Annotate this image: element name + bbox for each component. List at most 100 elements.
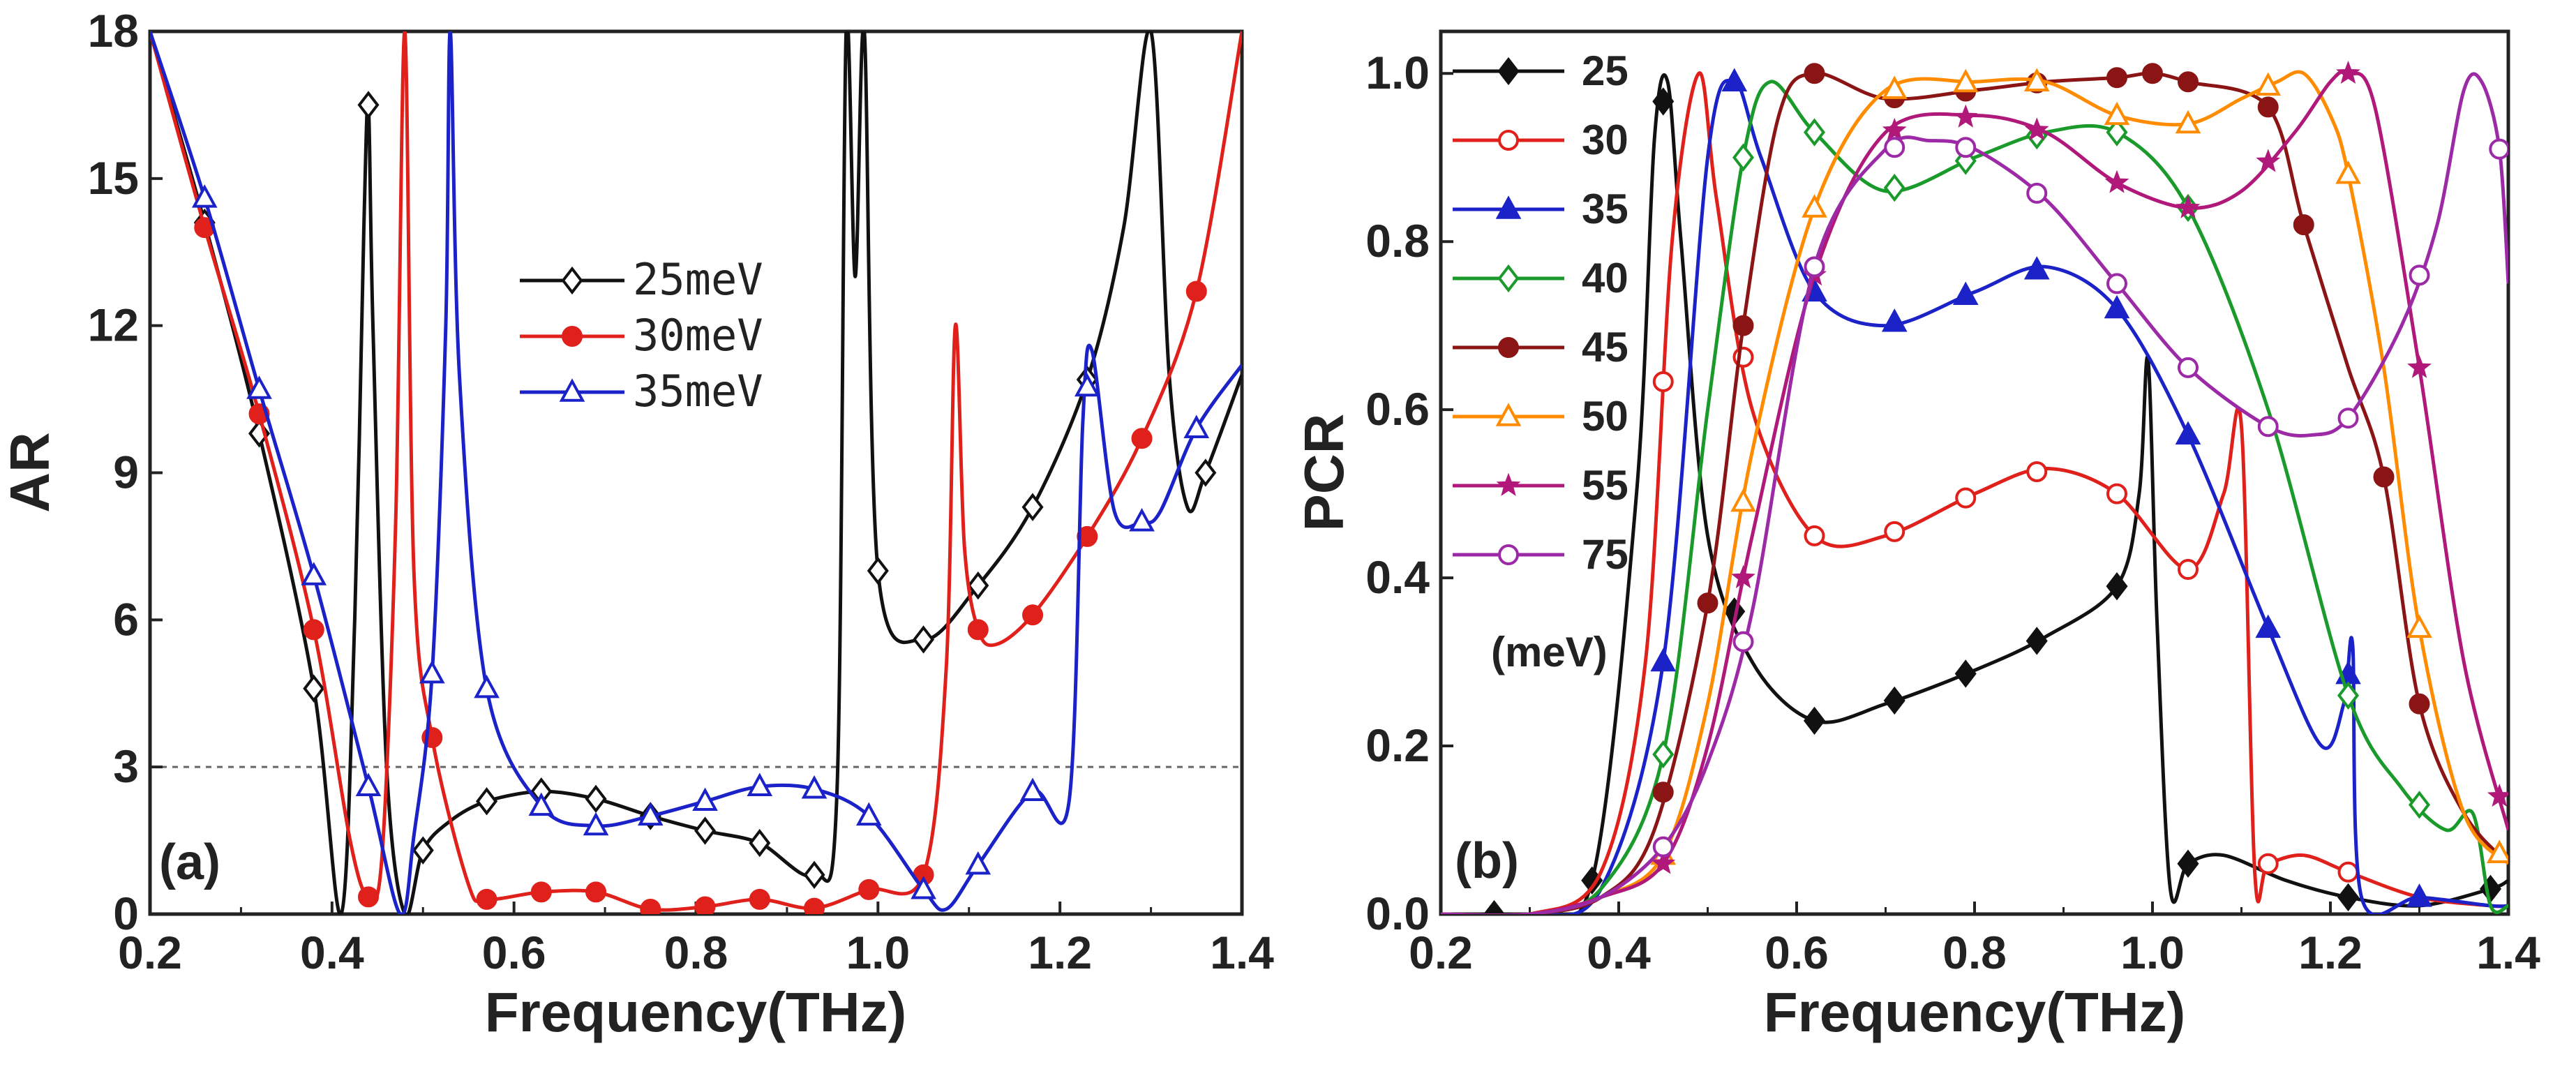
- y-tick-label-a: 15: [88, 152, 139, 204]
- data-point-55: [1953, 104, 1978, 128]
- x-tick-label-a: 0.8: [664, 927, 728, 978]
- data-point-45: [1652, 782, 1674, 803]
- data-point-25meV: [476, 787, 498, 816]
- data-point-45: [2373, 466, 2395, 488]
- data-point-40: [1803, 118, 1826, 147]
- x-axis-title-a: Frequency(THz): [485, 981, 907, 1043]
- data-point-30meV: [585, 881, 607, 903]
- data-point-25: [1652, 87, 1675, 116]
- data-point-35meV: [301, 562, 327, 585]
- legend-marker-30meV: [562, 326, 583, 347]
- data-point-35: [2104, 294, 2130, 319]
- data-point-35: [1650, 648, 1677, 672]
- data-point-25: [1483, 899, 1506, 914]
- x-axis-title-b: Frequency(THz): [1764, 981, 2186, 1043]
- series-line-75: [1441, 72, 2508, 914]
- data-point-30: [1804, 525, 1825, 546]
- x-tick-label-b: 0.4: [1587, 927, 1651, 978]
- data-point-50: [1952, 68, 1979, 93]
- data-point-30: [2257, 853, 2279, 874]
- series-line-30meV: [150, 31, 1242, 912]
- y-tick-label-b: 0.0: [1365, 888, 1430, 939]
- legend-label-55: 55: [1582, 462, 1628, 509]
- ticks-b: 0.2 0.4 0.6 0.8 1.0 1.2 1.40.00.20.40.60.81.0: [1365, 47, 2540, 978]
- x-tick-label-b: 1.2: [2298, 927, 2362, 978]
- series-line-40: [1441, 80, 2508, 914]
- data-point-30meV: [1022, 604, 1044, 626]
- data-point-35meV: [528, 792, 555, 816]
- x-tick-label-b: 0.8: [1942, 927, 2007, 978]
- data-point-35meV: [355, 772, 382, 796]
- legend-marker-45: [1498, 337, 1519, 358]
- data-point-45: [2106, 67, 2127, 89]
- legend-label-50: 50: [1582, 393, 1628, 440]
- data-point-45: [1804, 63, 1825, 84]
- data-point-45: [1697, 592, 1718, 614]
- data-point-35: [1721, 68, 1748, 91]
- data-point-35meV: [191, 184, 218, 208]
- x-tick-label-b: 1.0: [2120, 927, 2185, 978]
- data-point-45: [2178, 71, 2199, 93]
- data-point-50: [2023, 68, 2050, 91]
- data-point-50: [2104, 101, 2130, 126]
- data-point-35meV: [1074, 373, 1100, 397]
- data-point-25: [1803, 706, 1826, 735]
- data-point-55: [1882, 117, 1907, 141]
- legend-label-30meV: 30meV: [633, 310, 763, 361]
- legend-marker-50: [1495, 403, 1522, 426]
- data-point-35meV: [246, 375, 272, 399]
- data-point-35meV: [419, 659, 445, 684]
- data-point-50: [2255, 72, 2282, 96]
- data-point-30meV: [303, 619, 324, 641]
- data-point-35meV: [911, 876, 936, 899]
- data-point-30: [2026, 461, 2048, 482]
- data-point-25meV: [1021, 493, 1044, 521]
- data-point-25meV: [357, 91, 380, 119]
- data-point-55: [2336, 60, 2360, 84]
- series-group-b: [1441, 60, 2508, 914]
- x-tick-label-b: 0.2: [1409, 927, 1473, 978]
- data-point-25meV: [694, 816, 717, 845]
- series-b-25: [1441, 73, 2508, 914]
- data-point-30meV: [476, 888, 497, 910]
- data-point-55: [2256, 149, 2281, 172]
- data-point-30meV: [694, 896, 716, 914]
- data-point-35meV: [692, 787, 718, 812]
- legend-label-35meV: 35meV: [633, 366, 763, 417]
- y-tick-label-a: 0: [113, 888, 139, 939]
- legend-marker-30: [1498, 130, 1519, 151]
- data-point-45: [2293, 214, 2314, 236]
- data-point-75: [2337, 408, 2359, 429]
- data-point-35meV: [965, 851, 991, 875]
- data-point-45: [2142, 63, 2163, 84]
- data-point-75: [2489, 138, 2508, 160]
- x-tick-label-a: 0.4: [300, 927, 364, 978]
- data-point-55: [1651, 851, 1676, 874]
- data-point-35: [1881, 308, 1908, 332]
- data-point-25: [2337, 883, 2360, 912]
- data-point-75: [1804, 256, 1825, 278]
- data-point-30meV: [858, 879, 880, 900]
- data-point-75: [1884, 137, 1905, 158]
- data-point-25meV: [585, 784, 607, 814]
- x-tick-label-b: 1.4: [2476, 927, 2540, 978]
- data-point-75: [1955, 137, 1977, 158]
- data-point-30meV: [1131, 428, 1153, 449]
- data-point-35meV: [855, 802, 882, 826]
- data-point-75: [2257, 416, 2279, 438]
- data-point-40: [1652, 740, 1675, 769]
- data-point-35: [2255, 614, 2282, 638]
- y-tick-label-b: 0.6: [1365, 383, 1430, 435]
- legend-label-25: 25: [1582, 47, 1628, 94]
- data-point-25meV: [803, 860, 825, 889]
- legend-label-40: 40: [1582, 255, 1628, 301]
- data-point-30: [1955, 487, 1977, 509]
- legend-marker-35: [1495, 195, 1522, 219]
- x-tick-label-a: 0.2: [118, 927, 182, 978]
- data-point-30: [1652, 371, 1674, 392]
- data-point-35meV: [747, 772, 773, 796]
- series-a-25meV: [150, 31, 1242, 914]
- data-point-55: [2487, 784, 2508, 807]
- data-point-30meV: [804, 897, 825, 914]
